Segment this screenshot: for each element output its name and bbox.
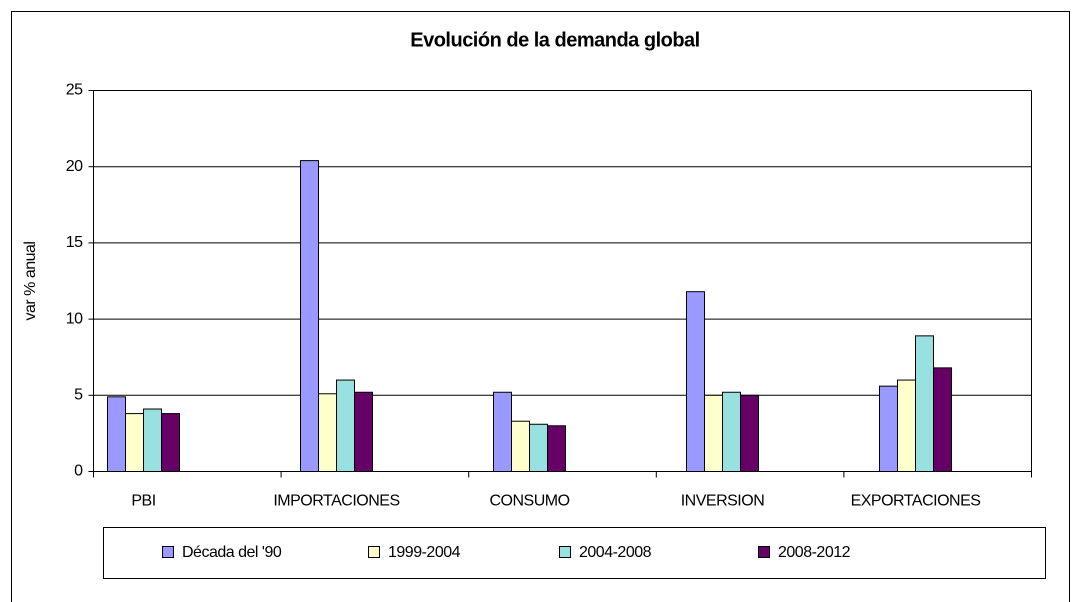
bar (686, 291, 705, 472)
legend-box (103, 527, 1046, 579)
bar (740, 394, 759, 472)
chart-border (11, 11, 1070, 602)
legend-label: 1999-2004 (388, 544, 461, 561)
y-tick-label: 5 (74, 387, 83, 404)
bar (354, 391, 373, 473)
bar (143, 408, 162, 472)
y-tick-label: 10 (66, 310, 83, 327)
bar (336, 379, 355, 472)
legend-label: 2008-2012 (778, 544, 851, 561)
bar (125, 413, 144, 473)
legend-label: Década del '90 (182, 544, 282, 561)
bar (318, 393, 337, 472)
x-tick-label: PBI (131, 493, 155, 510)
bar (529, 423, 548, 473)
legend-swatch (368, 546, 380, 558)
y-tick-label: 25 (66, 82, 83, 99)
bar (879, 385, 898, 473)
y-tick-label: 0 (74, 463, 83, 480)
bar (933, 367, 952, 473)
y-tick-label: 15 (66, 234, 83, 251)
x-tick-label: EXPORTACIONES (851, 493, 981, 510)
x-tick-label: IMPORTACIONES (273, 493, 399, 510)
x-tick-label: INVERSION (681, 493, 765, 510)
bar (511, 420, 530, 473)
y-tick-label: 20 (66, 158, 83, 175)
legend-swatch (758, 546, 770, 558)
legend-swatch (559, 546, 571, 558)
chart-title: Evolución de la demanda global (410, 29, 700, 51)
bar (300, 160, 319, 472)
bar (722, 391, 741, 473)
y-axis-label: var % anual (22, 242, 39, 321)
bar (704, 394, 723, 472)
x-tick-label: CONSUMO (489, 493, 569, 510)
bar (107, 396, 126, 473)
bar (915, 335, 934, 473)
bar (493, 391, 512, 473)
bar (897, 379, 916, 472)
bar (547, 425, 566, 472)
bar (161, 413, 180, 473)
legend-label: 2004-2008 (579, 544, 652, 561)
legend-swatch (162, 546, 174, 558)
